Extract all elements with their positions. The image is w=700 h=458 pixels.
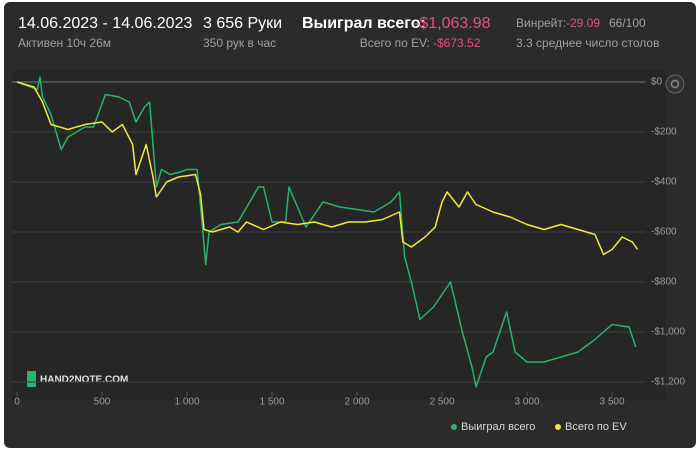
tables: 3.3 среднее число столов [516, 36, 659, 50]
x-tick-label: 2 500 [429, 397, 454, 408]
plot-area [12, 70, 666, 400]
won-value: -$1,063.98 [414, 15, 491, 32]
x-tick-label: 1 500 [259, 397, 284, 408]
x-tick-label: 0 [14, 397, 20, 408]
x-tick-label: 500 [94, 397, 111, 408]
x-tick-label: 2 000 [344, 397, 369, 408]
legend-label: Выиграл всего [461, 421, 535, 433]
winrate-label: Винрейт: [516, 16, 566, 30]
hands-per-hour: 350 рук в час [203, 36, 276, 50]
won-label: Выиграл всего: [302, 15, 426, 32]
y-tick-label: -$600 [651, 227, 677, 238]
y-tick-label: $0 [651, 77, 663, 88]
legend-marker [555, 424, 561, 430]
legend-marker [451, 424, 457, 430]
x-tick-label: 1 000 [174, 397, 199, 408]
y-tick-label: -$200 [651, 127, 677, 138]
active-time: Активен 10ч 26м [18, 36, 111, 50]
winrate-ratio: 66/100 [609, 16, 646, 30]
winrate-value: -29.09 [566, 16, 600, 30]
x-tick-label: 3 500 [599, 397, 624, 408]
ev-label: Всего по EV: [360, 36, 430, 50]
ev-value: -$673.52 [433, 36, 481, 50]
legend-label: Всего по EV [565, 421, 627, 433]
x-tick-label: 3 000 [514, 397, 539, 408]
y-tick-label: -$400 [651, 177, 677, 188]
series-line [16, 76, 637, 388]
hands: 3 656 Руки [203, 15, 282, 32]
y-tick-label: -$1,000 [651, 327, 685, 338]
logo: HAND2NOTE.COM [40, 375, 128, 386]
y-tick-label: -$800 [651, 277, 677, 288]
y-tick-label: -$1,200 [651, 377, 685, 388]
settings-icon[interactable] [665, 74, 685, 94]
logo-mark [27, 371, 36, 387]
series-line [16, 81, 639, 256]
date-range: 14.06.2023 - 14.06.2023 [18, 15, 192, 32]
